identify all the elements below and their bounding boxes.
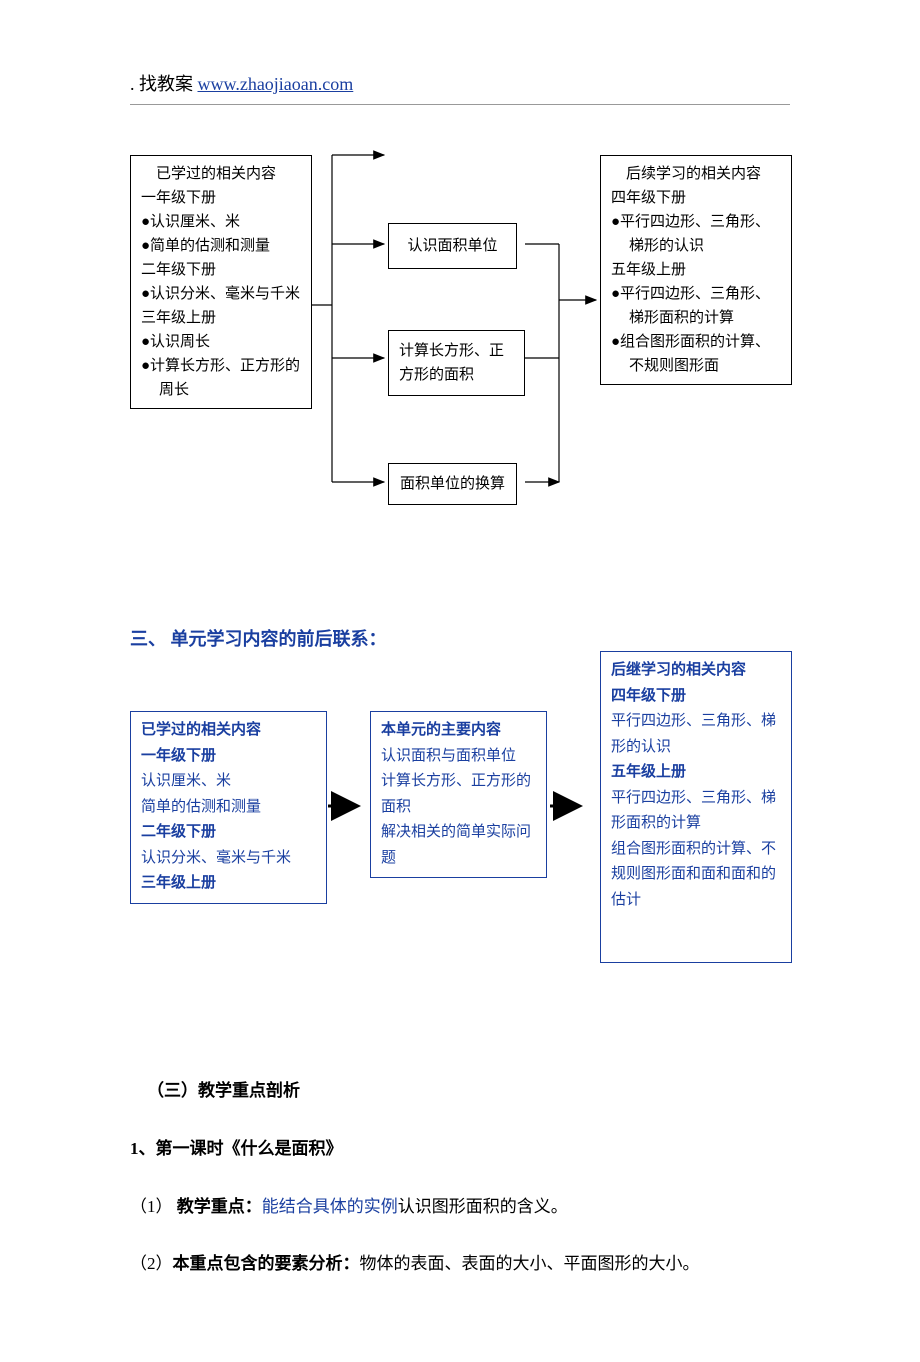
d2-right-g2-label: 五年级上册 (611, 760, 781, 786)
d1-left-box: 已学过的相关内容 一年级下册 ●认识厘米、米 ●简单的估测和测量 二年级下册 ●… (130, 155, 312, 409)
d2-right-g1-label: 四年级下册 (611, 684, 781, 710)
d2-mid-title: 本单元的主要内容 (381, 718, 536, 744)
body-text: （三）教学重点剖析 1、第一课时《什么是面积》 （1） 教学重点：能结合具体的实… (130, 1071, 790, 1285)
d2-right-title: 后继学习的相关内容 (611, 658, 781, 684)
d1-left-g3-a: ●认识周长 (141, 330, 301, 354)
d2-right-g1-a: 平行四边形、三角形、梯形的认识 (611, 709, 781, 760)
d2-mid-a: 认识面积与面积单位 (381, 744, 536, 770)
body-p1-rest: 认识图形面积的含义。 (398, 1197, 568, 1216)
body-p2-prefix: （2） (130, 1254, 173, 1273)
d2-arrow-1 (328, 796, 368, 816)
d2-left-g2-label: 二年级下册 (141, 820, 316, 846)
d1-right-title: 后续学习的相关内容 (626, 162, 781, 186)
diagram-1: 已学过的相关内容 一年级下册 ●认识厘米、米 ●简单的估测和测量 二年级下册 ●… (130, 145, 790, 505)
d1-left-g3-b: ●计算长方形、正方形的周长 (141, 354, 301, 402)
d1-left-title: 已学过的相关内容 (156, 162, 301, 186)
d2-mid-c: 解决相关的简单实际问题 (381, 820, 536, 871)
d2-left-g3-label: 三年级上册 (141, 871, 316, 897)
d2-left-g1-label: 一年级下册 (141, 744, 316, 770)
d1-left-g1-a: ●认识厘米、米 (141, 210, 301, 234)
body-p2-rest: 物体的表面、表面的大小、平面图形的大小。 (360, 1254, 700, 1273)
diagram-2: 已学过的相关内容 一年级下册 认识厘米、米 简单的估测和测量 二年级下册 认识分… (130, 671, 790, 991)
d2-right-g2-b: 组合图形面积的计算、不规则图形面和面和面和的估计 (611, 837, 781, 914)
d2-left-g1-b: 简单的估测和测量 (141, 795, 316, 821)
d1-arrows-left-mid (312, 145, 602, 515)
page-header: . 找教案 www.zhaojiaoan.com (130, 70, 790, 105)
page: . 找教案 www.zhaojiaoan.com 已学过的相关内容 一年级下册 … (0, 0, 920, 1362)
d2-left-title: 已学过的相关内容 (141, 718, 316, 744)
d2-mid-box: 本单元的主要内容 认识面积与面积单位 计算长方形、正方形的面积 解决相关的简单实… (370, 711, 547, 878)
body-p2-bold: 本重点包含的要素分析： (173, 1254, 360, 1273)
d2-left-g1-a: 认识厘米、米 (141, 769, 316, 795)
body-p1-prefix: （1） (130, 1197, 177, 1216)
d2-left-g2-a: 认识分米、毫米与千米 (141, 846, 316, 872)
section-3-title: 三、 单元学习内容的前后联系： (130, 625, 790, 651)
d2-mid-b: 计算长方形、正方形的面积 (381, 769, 536, 820)
header-prefix: . 找教案 (130, 74, 193, 94)
d2-arrow-2 (550, 796, 590, 816)
d1-left-g3-label: 三年级上册 (141, 306, 301, 330)
d2-right-g2-a: 平行四边形、三角形、梯形面积的计算 (611, 786, 781, 837)
d1-right-g2-a: ●平行四边形、三角形、梯形面积的计算 (611, 282, 781, 330)
d1-left-g2-label: 二年级下册 (141, 258, 301, 282)
d1-right-g2-b: ●组合图形面积的计算、不规则图形面 (611, 330, 781, 378)
body-h-1: 1、第一课时《什么是面积》 (130, 1139, 343, 1158)
d1-left-g1-label: 一年级下册 (141, 186, 301, 210)
header-link[interactable]: www.zhaojiaoan.com (198, 74, 354, 94)
d1-left-g1-b: ●简单的估测和测量 (141, 234, 301, 258)
d2-left-box: 已学过的相关内容 一年级下册 认识厘米、米 简单的估测和测量 二年级下册 认识分… (130, 711, 327, 904)
d1-right-g1-a: ●平行四边形、三角形、梯形的认识 (611, 210, 781, 258)
d1-right-g2-label: 五年级上册 (611, 258, 781, 282)
d2-right-box: 后继学习的相关内容 四年级下册 平行四边形、三角形、梯形的认识 五年级上册 平行… (600, 651, 792, 963)
body-p1-bold: 教学重点： (177, 1197, 262, 1216)
d1-right-box: 后续学习的相关内容 四年级下册 ●平行四边形、三角形、梯形的认识 五年级上册 ●… (600, 155, 792, 385)
d1-left-g2-a: ●认识分米、毫米与千米 (141, 282, 301, 306)
d1-right-g1-label: 四年级下册 (611, 186, 781, 210)
body-p1-blue: 能结合具体的实例 (262, 1197, 398, 1216)
body-h-san: （三）教学重点剖析 (147, 1081, 300, 1100)
